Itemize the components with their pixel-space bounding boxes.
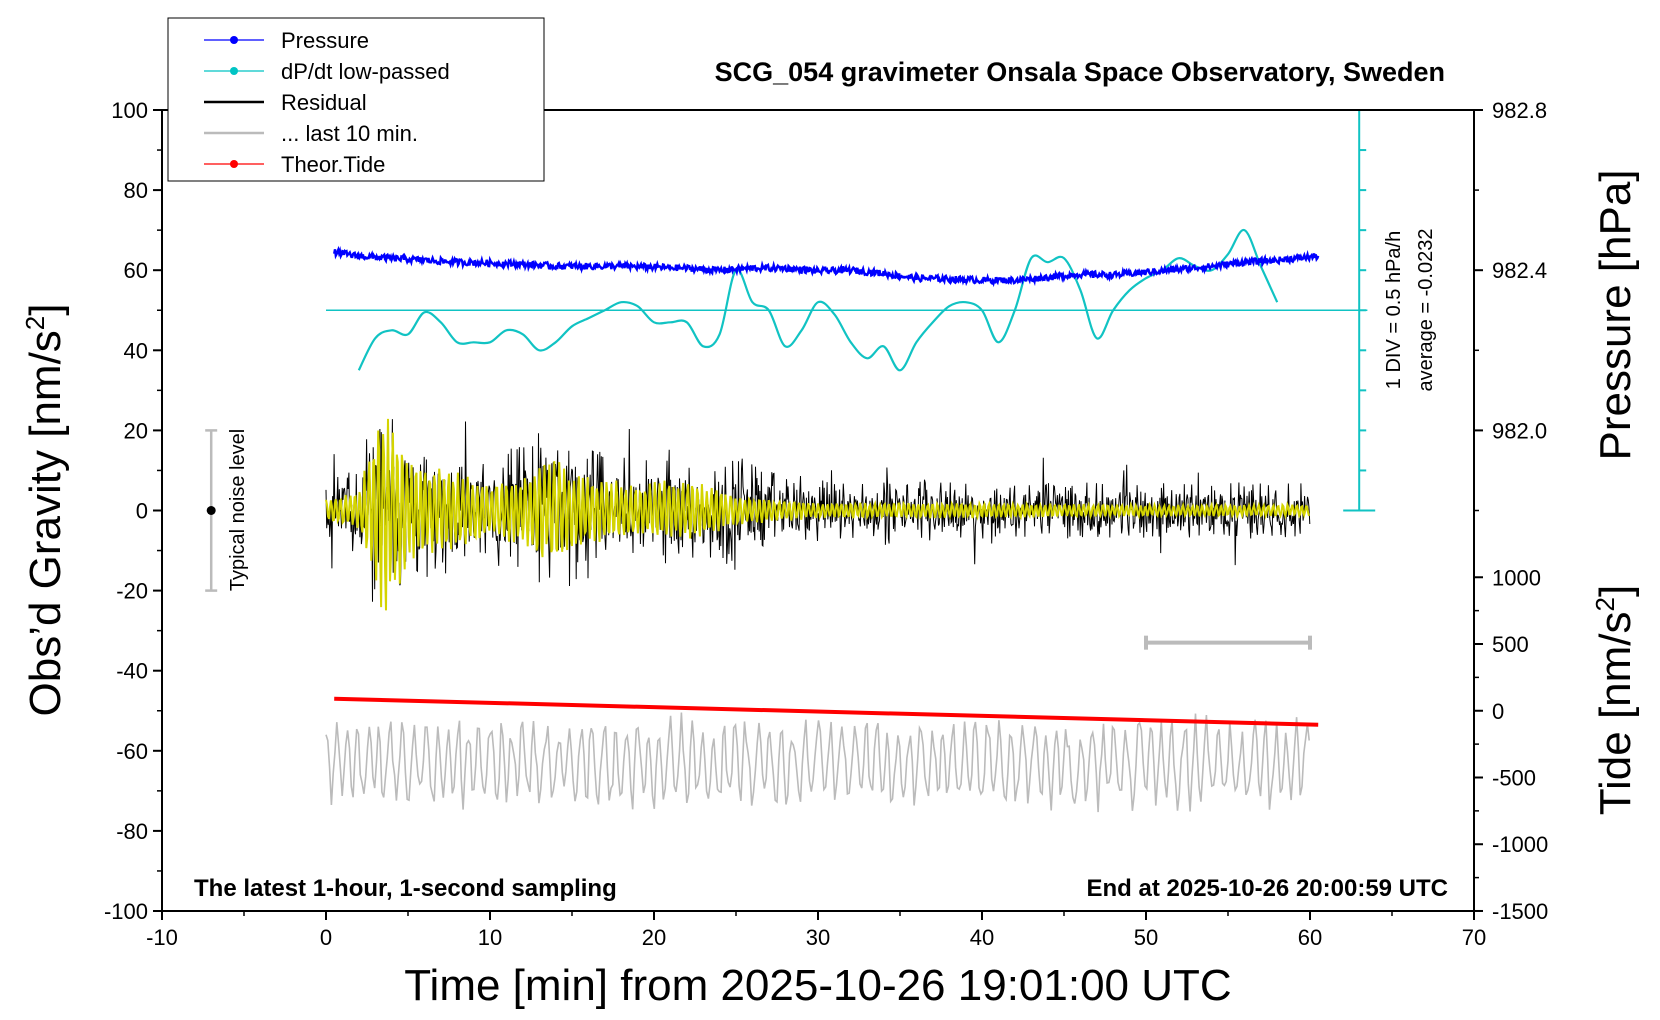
y-axis-label-tide-end: ] [1591, 585, 1640, 597]
tide-tick-label: 1000 [1492, 565, 1541, 590]
dpdt-scale-label: 1 DIV = 0.5 hPa/h [1383, 231, 1405, 389]
y-tick-label: 0 [136, 499, 148, 524]
x-tick-label: 20 [642, 925, 666, 950]
note-left: The latest 1-hour, 1-second sampling [194, 875, 617, 902]
y-tick-label: 40 [124, 338, 148, 363]
chart-title: SCG_054 gravimeter Onsala Space Observat… [715, 57, 1445, 87]
tide-tick-label: 500 [1492, 632, 1529, 657]
pressure-tick-label: 982.8 [1492, 98, 1547, 123]
y-axis-label-left: Obs’d Gravity [nm/s2] [20, 303, 70, 716]
noise-level-label: Typical noise level [227, 429, 249, 591]
pressure-tick-label: 982.4 [1492, 258, 1547, 283]
axes-layer: -10 0 10 20 30 40 50 60 70-100-80-60-40-20020406… [104, 98, 1548, 950]
tide-line [334, 696, 1319, 727]
x-tick-label: 60 [1298, 925, 1322, 950]
y-axis-label-pressure: Pressure [hPa] [1591, 169, 1640, 460]
legend-marker [230, 160, 238, 168]
y-tick-label: -100 [104, 899, 148, 924]
legend-label: Residual [281, 90, 367, 115]
legend-label: Theor.Tide [281, 152, 385, 177]
y-tick-label: -80 [116, 819, 148, 844]
x-axis-label: Time [min] from 2025-10-26 19:01:00 UTC [404, 961, 1231, 1010]
dpdt-line [357, 228, 1279, 372]
x-tick-label: 10 [478, 925, 502, 950]
y-tick-label: 60 [124, 258, 148, 283]
tide-tick-label: -500 [1492, 765, 1536, 790]
y-tick-label: -20 [116, 579, 148, 604]
legend-marker [230, 67, 238, 75]
tide-tick-label: -1500 [1492, 899, 1548, 924]
y-axis-label-left-sup: 2 [20, 316, 50, 330]
pressure-line [333, 245, 1320, 288]
y-tick-label: -40 [116, 659, 148, 684]
legend-marker [230, 36, 238, 44]
x-tick-label: 30 [806, 925, 830, 950]
data-layer [205, 109, 1376, 813]
legend: Pressure dP/dt low-passed Residual ... last… [167, 17, 545, 182]
legend-label: ... last 10 min. [281, 121, 418, 146]
legend-box [167, 17, 545, 182]
pressure-tick-label: 982.0 [1492, 418, 1547, 443]
y-tick-label: 20 [124, 418, 148, 443]
y-axis-label-left-main: Obs’d Gravity [nm/s [21, 330, 70, 716]
x-tick-label: 50 [1134, 925, 1158, 950]
last-10-min-line [325, 712, 1310, 813]
y-axis-label-tide: Tide [nm/s2] [1590, 585, 1640, 815]
x-tick-label: 40 [970, 925, 994, 950]
y-tick-label: 80 [124, 178, 148, 203]
y-axis-label-tide-sup: 2 [1590, 597, 1620, 611]
legend-label: Pressure [281, 28, 369, 53]
x-tick-label: 70 [1462, 925, 1486, 950]
x-tick-label: 0 [320, 925, 332, 950]
y-tick-label: 100 [111, 98, 148, 123]
residual-line [325, 419, 1311, 602]
y-axis-label-tide-main: Tide [nm/s [1591, 611, 1640, 815]
note-right: End at 2025-10-26 20:00:59 UTC [1087, 875, 1449, 902]
tide-tick-label: 0 [1492, 699, 1504, 724]
y-axis-label-left-end: ] [21, 303, 70, 315]
dpdt-average-label: average = -0.0232 [1415, 229, 1437, 392]
y-tick-label: -60 [116, 739, 148, 764]
noise-level-dot [206, 506, 216, 515]
residual-smoothed-line [325, 418, 1310, 611]
tide-tick-label: -1000 [1492, 832, 1548, 857]
legend-label: dP/dt low-passed [281, 59, 450, 84]
x-tick-label: -10 [146, 925, 178, 950]
